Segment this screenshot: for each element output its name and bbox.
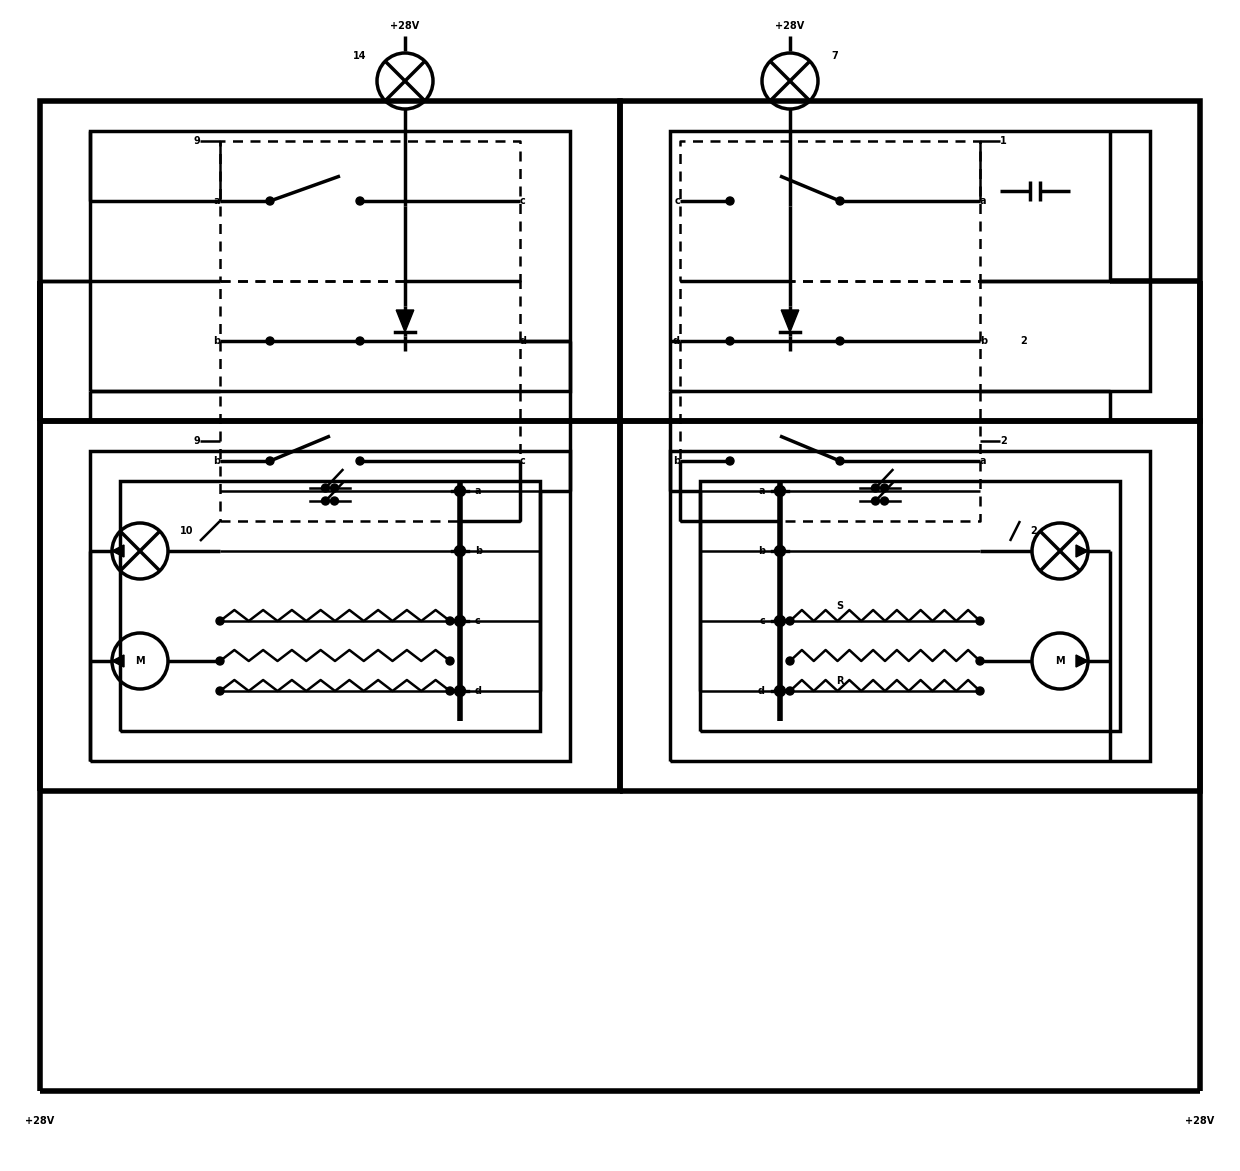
Circle shape [446, 687, 454, 696]
Circle shape [880, 484, 889, 492]
Text: c: c [675, 196, 680, 206]
Text: a: a [213, 196, 219, 206]
Polygon shape [112, 545, 124, 557]
Circle shape [836, 337, 844, 345]
Circle shape [446, 617, 454, 625]
Text: b: b [213, 336, 219, 345]
Text: b: b [673, 456, 680, 466]
Circle shape [455, 685, 465, 697]
Circle shape [216, 657, 224, 665]
Text: +28V: +28V [775, 21, 805, 30]
Circle shape [216, 617, 224, 625]
Text: +28V: +28V [391, 21, 419, 30]
Text: 9: 9 [193, 436, 200, 446]
Text: b: b [475, 546, 482, 556]
Text: S: S [837, 601, 843, 611]
Circle shape [356, 457, 365, 465]
Text: d: d [673, 336, 680, 345]
Circle shape [446, 657, 454, 665]
Text: 10: 10 [180, 526, 193, 536]
Circle shape [775, 616, 785, 626]
Text: b: b [213, 456, 219, 466]
Text: 2: 2 [999, 436, 1007, 446]
Circle shape [786, 687, 794, 696]
Circle shape [880, 497, 889, 505]
Text: 1: 1 [999, 136, 1007, 146]
Text: b: b [758, 546, 765, 556]
Text: 2: 2 [1030, 526, 1037, 536]
Text: c: c [759, 616, 765, 626]
Circle shape [331, 497, 339, 505]
Polygon shape [112, 655, 124, 667]
Circle shape [836, 197, 844, 205]
Text: d: d [758, 686, 765, 696]
Text: c: c [520, 456, 526, 466]
Text: a: a [759, 486, 765, 497]
Polygon shape [1076, 545, 1087, 557]
Circle shape [321, 484, 330, 492]
Circle shape [775, 486, 785, 497]
Circle shape [976, 617, 985, 625]
Text: 14: 14 [353, 52, 367, 61]
Text: M: M [1055, 656, 1065, 666]
Text: +28V: +28V [25, 1116, 55, 1127]
Text: R: R [836, 676, 843, 686]
Text: a: a [980, 196, 987, 206]
Circle shape [976, 687, 985, 696]
Circle shape [976, 657, 985, 665]
Circle shape [356, 197, 365, 205]
Circle shape [356, 337, 365, 345]
Circle shape [267, 337, 274, 345]
Circle shape [331, 484, 339, 492]
Circle shape [725, 197, 734, 205]
Circle shape [836, 457, 844, 465]
Text: 7: 7 [832, 52, 838, 61]
Text: c: c [475, 616, 481, 626]
Text: c: c [520, 196, 526, 206]
Circle shape [267, 197, 274, 205]
Circle shape [786, 617, 794, 625]
Text: 2: 2 [1021, 336, 1027, 345]
Text: a: a [475, 486, 481, 497]
Circle shape [725, 457, 734, 465]
Polygon shape [397, 310, 414, 333]
Text: 9: 9 [193, 136, 200, 146]
Text: d: d [520, 336, 527, 345]
Circle shape [455, 486, 465, 497]
Circle shape [786, 657, 794, 665]
Text: d: d [475, 686, 482, 696]
Circle shape [775, 546, 785, 556]
Circle shape [725, 337, 734, 345]
Circle shape [216, 687, 224, 696]
Text: b: b [980, 336, 987, 345]
Circle shape [455, 616, 465, 626]
Text: M: M [135, 656, 145, 666]
Circle shape [775, 685, 785, 697]
Polygon shape [1076, 655, 1087, 667]
Circle shape [321, 497, 330, 505]
Circle shape [267, 457, 274, 465]
Circle shape [872, 484, 879, 492]
Text: a: a [980, 456, 987, 466]
Circle shape [455, 546, 465, 556]
Polygon shape [781, 310, 799, 333]
Circle shape [872, 497, 879, 505]
Text: +28V: +28V [1185, 1116, 1215, 1127]
